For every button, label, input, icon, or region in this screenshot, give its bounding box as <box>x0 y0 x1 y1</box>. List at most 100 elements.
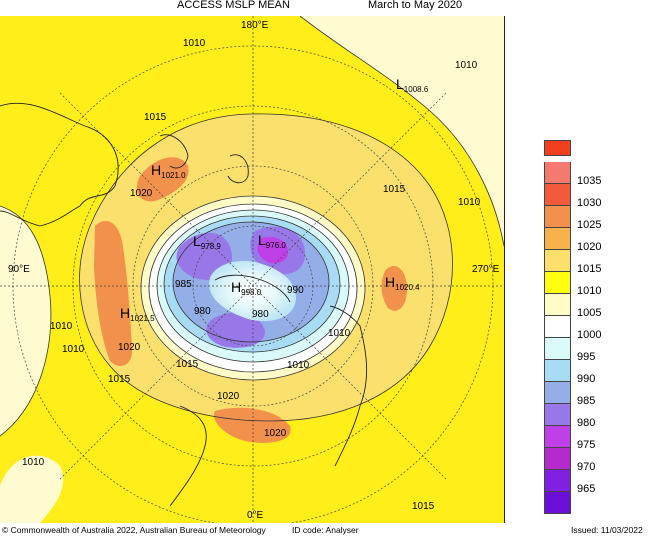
contour-label: 980 <box>252 309 269 320</box>
meridian-label-90e: 90°E <box>8 264 30 275</box>
pressure-system-high: H1020.4 <box>385 274 420 292</box>
legend-item: 1000 <box>544 316 634 341</box>
contour-label: 1015 <box>144 112 167 123</box>
contour-label: 1010 <box>458 197 481 208</box>
legend-value: 1010 <box>577 285 602 297</box>
pressure-system-low: L978.9 <box>193 233 221 251</box>
contour-label: 1015 <box>108 374 131 385</box>
contour-label: 1010 <box>62 344 85 355</box>
fill-polar-high <box>209 260 296 322</box>
contour-label: 1015 <box>383 184 406 195</box>
legend-item: 1030 <box>544 184 634 209</box>
fill-975-east <box>257 236 289 264</box>
contour-label: 1010 <box>50 321 73 332</box>
pressure-system-high: H1021.0 <box>151 162 186 180</box>
legend-value: 975 <box>577 439 596 451</box>
legend-item: 1015 <box>544 250 634 275</box>
legend-value: 970 <box>577 461 596 473</box>
contour-label: 1010 <box>183 38 206 49</box>
pressure-system-high: H998.0 <box>231 279 262 297</box>
legend-value: 1025 <box>577 219 602 231</box>
pressure-system-low: L976.0 <box>258 232 286 250</box>
contour-label: 1010 <box>22 457 45 468</box>
period-label: March to May 2020 <box>368 0 463 11</box>
id-code-text: ID code: Analyser <box>292 525 359 535</box>
fill-1020-west <box>94 221 133 366</box>
legend-value: 965 <box>577 483 596 495</box>
legend-value: 990 <box>577 373 596 385</box>
meridian-label-270e: 270°E <box>472 264 500 275</box>
legend-item: 1005 <box>544 294 634 319</box>
legend-swatch <box>544 140 571 156</box>
pressure-legend: 1035 1030 1025 1020 1015 1010 1005 1000 … <box>544 140 634 514</box>
legend-value: 1005 <box>577 307 602 319</box>
legend-swatch <box>544 470 571 492</box>
contour-label: 1020 <box>217 391 240 402</box>
map-title: ACCESS MSLP MEAN <box>177 0 290 11</box>
legend-value: 1015 <box>577 263 602 275</box>
contour-label: 985 <box>175 279 192 290</box>
legend-item: 965 <box>544 470 634 495</box>
contour-label: 1010 <box>328 328 351 339</box>
fill-980-south <box>206 312 266 348</box>
legend-item: 985 <box>544 382 634 407</box>
pressure-map: 180°E 90°E 270°E 0°E 1010 1010 1015 1020… <box>0 16 505 523</box>
legend-item: 1035 <box>544 162 634 187</box>
legend-item: 1020 <box>544 228 634 253</box>
fill-1005-west <box>0 206 51 436</box>
legend-swatch <box>544 448 571 470</box>
legend-value: 985 <box>577 395 596 407</box>
legend-swatch <box>544 184 571 206</box>
contour-label: 1020 <box>118 342 141 353</box>
legend-swatch <box>544 382 571 404</box>
coastlines <box>0 102 368 507</box>
legend-swatch <box>544 206 571 228</box>
graticule <box>0 16 504 523</box>
legend-value: 1030 <box>577 197 602 209</box>
copyright-text: © Commonwealth of Australia 2022, Austra… <box>2 525 266 535</box>
fill-1020-south <box>214 407 291 443</box>
issued-date-text: Issued: 11/03/2022 <box>571 525 643 535</box>
legend-value: 1035 <box>577 175 602 187</box>
meridian-label-0e: 0°E <box>247 510 264 521</box>
contour-label: 1020 <box>264 428 287 439</box>
contour-label: 1010 <box>287 360 310 371</box>
legend-swatch <box>544 360 571 382</box>
legend-item: 970 <box>544 448 634 473</box>
legend-item: 1010 <box>544 272 634 297</box>
pressure-system-low: L1008.6 <box>396 76 429 94</box>
contour-label: 990 <box>287 285 304 296</box>
contour-label: 980 <box>194 306 211 317</box>
legend-item <box>544 492 634 514</box>
legend-swatch <box>544 404 571 426</box>
meridian-label-180e: 180°E <box>241 20 269 31</box>
legend-swatch <box>544 492 571 514</box>
fill-1005-ne <box>300 16 504 246</box>
legend-item: 980 <box>544 404 634 429</box>
legend-swatch <box>544 338 571 360</box>
legend-value: 1000 <box>577 329 602 341</box>
legend-item: 995 <box>544 338 634 363</box>
legend-item: 990 <box>544 360 634 385</box>
legend-swatch <box>544 272 571 294</box>
contour-label: 1010 <box>455 60 478 71</box>
legend-swatch <box>544 316 571 338</box>
legend-swatch <box>544 162 571 184</box>
legend-item <box>544 140 634 162</box>
legend-swatch <box>544 294 571 316</box>
legend-swatch <box>544 228 571 250</box>
pressure-map-canvas <box>0 16 504 523</box>
fill-1005-sw <box>0 455 64 523</box>
legend-value: 995 <box>577 351 596 363</box>
legend-swatch <box>544 426 571 448</box>
legend-value: 980 <box>577 417 596 429</box>
legend-item: 975 <box>544 426 634 451</box>
legend-value: 1020 <box>577 241 602 253</box>
pressure-system-high: H1021.5 <box>120 305 155 323</box>
legend-item: 1025 <box>544 206 634 231</box>
contour-label: 1020 <box>130 188 153 199</box>
legend-swatch <box>544 250 571 272</box>
contour-label: 1015 <box>412 501 435 512</box>
contour-label: 1015 <box>176 359 199 370</box>
fill-1020-east <box>381 266 408 311</box>
